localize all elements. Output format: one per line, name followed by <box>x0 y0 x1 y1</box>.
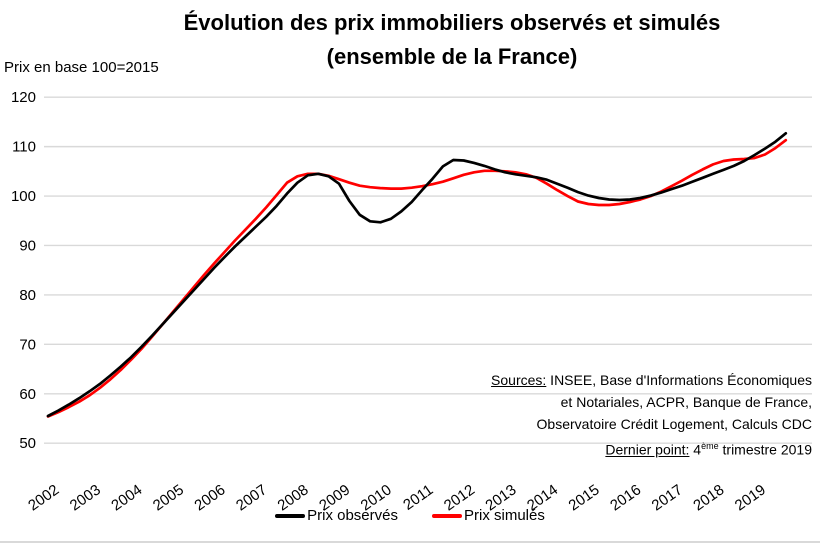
y-tick-label-90: 90 <box>19 237 36 254</box>
legend-swatch-observes <box>275 513 306 518</box>
y-tick-label-110: 110 <box>12 139 36 156</box>
legend-swatch-simules <box>432 513 462 518</box>
legend-label-simules: Prix simulés <box>464 507 545 524</box>
sources-label: Sources: <box>491 372 547 388</box>
sources-line1: Sources: INSEE, Base d'Informations Écon… <box>491 372 812 388</box>
legend-item-observes: Prix observés <box>275 507 398 524</box>
y-axis-note: Prix en base 100=2015 <box>4 59 159 76</box>
chart-title-line2: (ensemble de la France) <box>326 44 578 69</box>
y-tick-label-80: 80 <box>19 287 36 304</box>
dernier-point-label: Dernier point: <box>605 441 690 458</box>
sources-line3: Observatoire Crédit Logement, Calculs CD… <box>536 416 812 432</box>
series-line-observes <box>46 131 788 418</box>
chart-legend: Prix observés Prix simulés <box>0 507 820 524</box>
sources-note: Sources: INSEE, Base d'Informations Écon… <box>392 369 812 461</box>
sources-line2: et Notariales, ACPR, Banque de France, <box>560 394 812 410</box>
legend-item-simules: Prix simulés <box>432 507 545 524</box>
bottom-border-strip <box>0 541 820 543</box>
y-tick-label-60: 60 <box>19 386 36 403</box>
y-tick-label-100: 100 <box>11 188 36 205</box>
chart-title-line1: Évolution des prix immobiliers observés … <box>183 10 721 35</box>
y-tick-label-70: 70 <box>19 336 36 353</box>
y-tick-label-120: 120 <box>11 89 36 106</box>
chart-title: Évolution des prix immobiliers observés … <box>88 6 816 74</box>
sources-line4: Dernier point: 4ème trimestre 2019 <box>605 441 812 458</box>
legend-label-observes: Prix observés <box>307 507 398 524</box>
y-tick-label-50: 50 <box>19 435 36 452</box>
